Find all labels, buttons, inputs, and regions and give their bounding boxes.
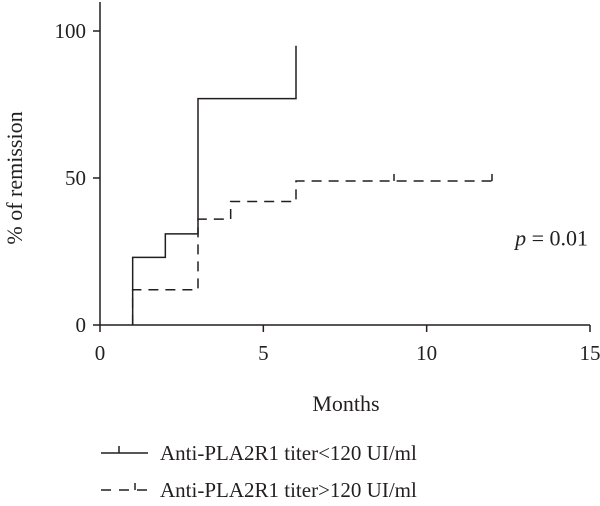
- legend: Anti-PLA2R1 titer<120 UI/ml Anti-PLA2R1 t…: [101, 441, 417, 502]
- legend-label: Anti-PLA2R1 titer<120 UI/ml: [160, 441, 417, 465]
- y-tick-label: 0: [76, 313, 87, 337]
- x-tick-label: 15: [580, 341, 600, 365]
- x-tick-label: 0: [95, 341, 106, 365]
- legend-item-2: Anti-PLA2R1 titer>120 UI/ml: [101, 478, 417, 502]
- legend-label: Anti-PLA2R1 titer>120 UI/ml: [160, 478, 417, 502]
- y-axis-title: % of remission: [2, 111, 27, 244]
- p-value-italic: p: [513, 226, 526, 251]
- x-axis-title: Months: [312, 391, 379, 416]
- curves: [131, 45, 493, 325]
- legend-item-1: Anti-PLA2R1 titer<120 UI/ml: [101, 441, 417, 465]
- y-tick-label: 100: [55, 19, 87, 43]
- series-line-1: [131, 45, 297, 325]
- ticks: 0 5 10 15 0 50 100: [55, 19, 600, 365]
- p-value-rest: = 0.01: [526, 226, 588, 251]
- y-tick-label: 50: [65, 166, 86, 190]
- p-value-annotation: p = 0.01: [513, 226, 588, 251]
- series-line-2: [131, 180, 492, 325]
- axes: [99, 2, 590, 326]
- x-tick-label: 10: [416, 341, 437, 365]
- x-tick-label: 5: [258, 341, 269, 365]
